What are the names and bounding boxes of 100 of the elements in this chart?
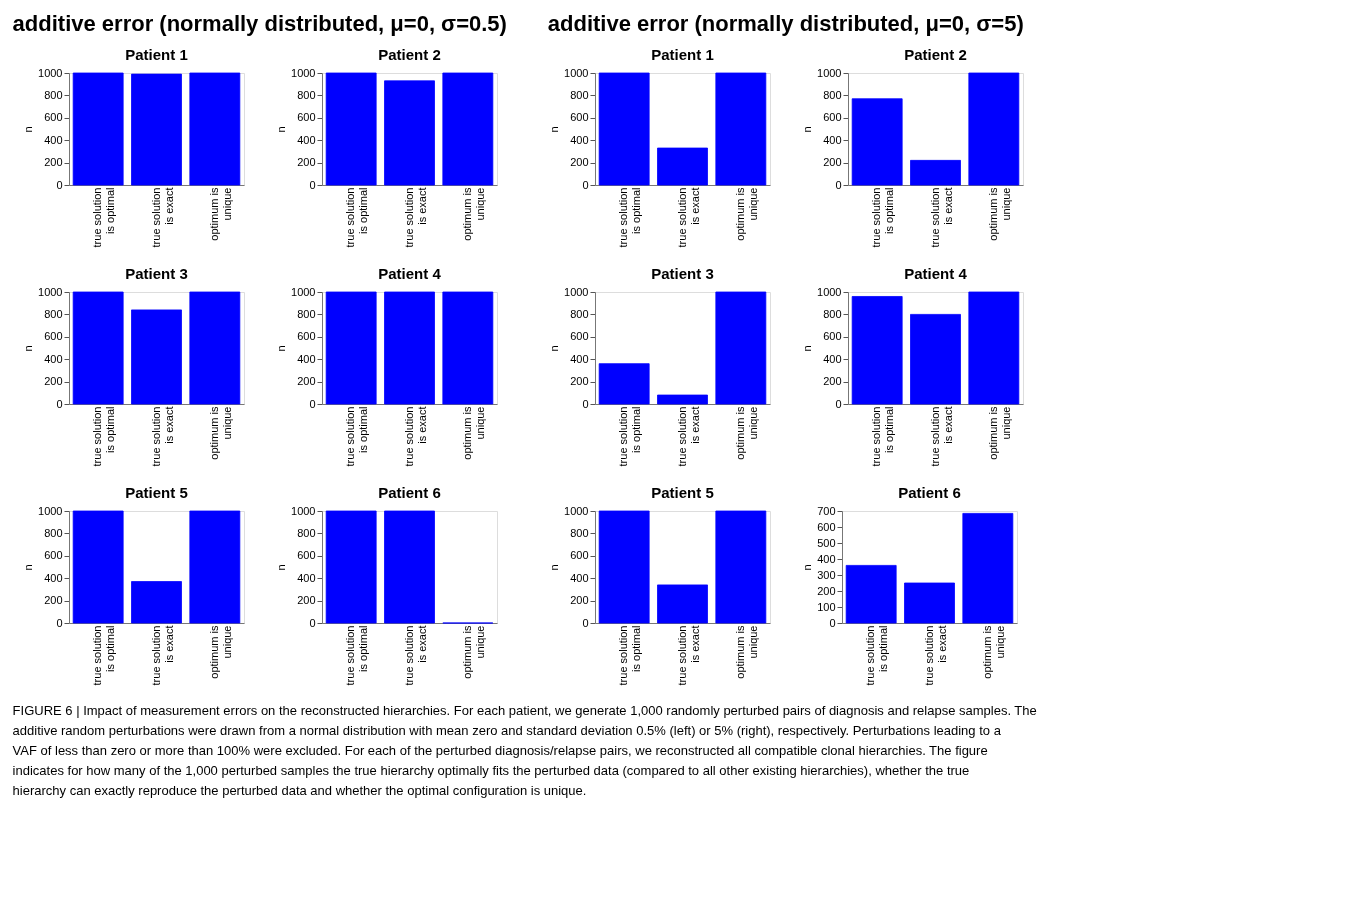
y-tick-label: 1000 [817,66,842,79]
chart-title: Patient 2 [378,46,441,63]
y-tick-label: 600 [44,111,63,124]
x-tick-label: true solution is optimal [870,406,896,467]
y-axis-title: n [801,126,814,133]
x-tick-label: optimum is unique [986,187,1012,241]
y-tick-label: 200 [44,375,63,388]
y-tick-label: 600 [817,520,836,533]
y-tick-label: 1000 [38,285,63,298]
bar [910,159,961,186]
x-tick-label: true solution is optimal [344,187,370,248]
y-tick-label: 800 [44,526,63,539]
x-tick-label: true solution is exact [675,406,701,467]
y-tick-label: 400 [44,133,63,146]
text: additive error (normally distributed, μ=0, σ=0.5) [12,10,507,36]
x-tick-label: true solution is optimal [864,625,890,686]
chart-title: Patient 4 [378,265,442,282]
x-tick-label: true solution is exact [675,187,701,248]
y-tick-label: 400 [44,352,63,365]
x-tick-label: optimum is unique [986,406,1012,460]
y-tick-label: 400 [297,352,316,365]
bar [715,291,767,405]
y-tick-label: 300 [817,568,836,581]
bar [910,314,961,405]
chart-title: Patient 5 [125,484,188,501]
x-tick-label: true solution is optimal [617,187,643,248]
y-tick-label: 400 [297,571,316,584]
bar [598,363,650,405]
y-tick-label: 600 [570,330,589,343]
y-tick-label: 800 [44,307,63,320]
x-tick-label: true solution is exact [149,406,175,467]
x-tick-label: optimum is unique [460,625,486,679]
y-tick-label: 800 [823,307,842,320]
bar [845,565,897,624]
x-tick-label: true solution is exact [928,406,954,467]
y-tick-label: 0 [309,178,316,191]
y-tick-label: 600 [823,111,842,124]
y-tick-label: 0 [829,616,836,629]
x-tick-label: optimum is unique [207,187,233,241]
y-axis-title: n [801,345,814,352]
y-tick-label: 1000 [38,66,63,79]
x-tick-label: true solution is optimal [91,406,117,467]
bar [851,296,903,405]
y-tick-label: 400 [297,133,316,146]
y-tick-label: 400 [817,552,836,565]
bar [904,582,955,624]
y-tick-label: 0 [582,397,589,410]
y-axis-title: n [275,126,288,133]
x-tick-label: optimum is unique [460,187,486,241]
y-axis-title: n [275,564,288,571]
y-tick-label: 200 [297,594,316,607]
x-tick-label: true solution is exact [922,625,948,686]
x-tick-label: optimum is unique [733,625,759,679]
x-tick-label: true solution is optimal [617,625,643,686]
y-axis-title: n [275,345,288,352]
y-tick-label: 600 [44,549,63,562]
y-tick-label: 200 [570,375,589,388]
y-tick-label: 800 [570,307,589,320]
y-tick-label: 800 [44,88,63,101]
y-tick-label: 1000 [38,504,63,517]
x-tick-label: true solution is exact [402,406,428,467]
y-tick-label: 0 [56,178,63,191]
y-tick-label: 500 [817,536,836,549]
y-axis-title: n [548,564,561,571]
bar [657,394,708,405]
caption: FIGURE 6 | Impact of measurement errors on the reconstructed hierarchies. For each patient, we generate 1,000 randomly perturbed pairs of diagnosis and relapse samples. The additive random perturbations were drawn from a normal distribution with mean zero and standard deviation 0.5% (left) or 5% (right), respectively. Perturbations leading to a VAF of less than zero or more than 100% were excluded. For each of the perturbed diagnosis/relapse pairs, we reconstructed all compatible clonal hierarchies. The figure indicates for how many of the 1,000 perturbed samples the true hierarchy optimally fits the perturbed data (compared to all other existing hierarchies), whether the true hierarchy can exactly reproduce the perturbed data and whether the optimal configuration is unique. [12,703,1037,799]
y-tick-label: 800 [570,88,589,101]
chart-title: Patient 6 [378,484,441,501]
chart-title: Patient 1 [651,46,714,63]
x-tick-label: true solution is optimal [617,406,643,467]
y-tick-label: 400 [570,571,589,584]
x-tick-label: true solution is optimal [344,406,370,467]
y-tick-label: 200 [44,594,63,607]
y-tick-label: 800 [570,526,589,539]
y-tick-label: 0 [835,397,842,410]
text: additive error (normally distributed, μ=0, σ=5) [547,10,1024,36]
x-tick-label: optimum is unique [207,625,233,679]
x-tick-label: optimum is unique [207,406,233,460]
y-tick-label: 200 [570,594,589,607]
y-tick-label: 1000 [291,66,316,79]
x-tick-label: true solution is exact [149,625,175,686]
y-tick-label: 0 [56,616,63,629]
y-tick-label: 1000 [564,504,589,517]
y-tick-label: 0 [582,616,589,629]
x-tick-label: optimum is unique [460,406,486,460]
y-tick-label: 600 [823,330,842,343]
y-tick-label: 200 [570,156,589,169]
x-tick-label: true solution is optimal [870,187,896,248]
y-tick-label: 800 [297,88,316,101]
y-tick-label: 200 [823,375,842,388]
y-tick-label: 0 [582,178,589,191]
y-axis-title: n [22,564,35,571]
y-tick-label: 0 [56,397,63,410]
bar [968,291,1020,405]
y-axis-title: n [548,126,561,133]
y-tick-label: 0 [835,178,842,191]
x-tick-label: true solution is optimal [91,187,117,248]
x-tick-label: true solution is exact [675,625,701,686]
y-tick-label: 0 [309,397,316,410]
y-tick-label: 200 [823,156,842,169]
